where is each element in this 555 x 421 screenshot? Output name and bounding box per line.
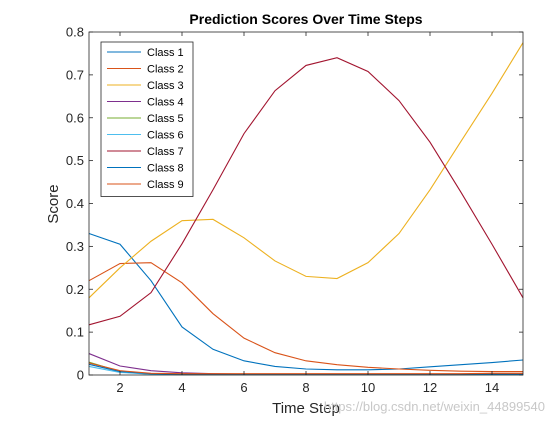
legend-label: Class 8 — [147, 163, 184, 175]
legend-label: Class 2 — [147, 64, 184, 76]
y-tick-label: 0.5 — [66, 153, 84, 168]
y-tick-label: 0.7 — [66, 67, 84, 82]
chart-title: Prediction Scores Over Time Steps — [189, 11, 422, 27]
legend-label: Class 1 — [147, 47, 184, 59]
x-tick-label: 8 — [302, 380, 309, 395]
series-line-7 — [88, 57, 524, 326]
series-line-2 — [88, 262, 523, 373]
series-line-3 — [88, 42, 524, 299]
x-tick-label: 10 — [361, 380, 375, 395]
x-tick-label: 12 — [423, 380, 437, 395]
x-axis-label: Time Step — [272, 400, 340, 417]
y-tick-label: 0.2 — [66, 282, 84, 297]
legend-box — [100, 41, 194, 197]
y-tick-label: 0.4 — [66, 196, 84, 211]
legend-label: Class 5 — [147, 113, 184, 125]
legend-label: Class 6 — [147, 130, 184, 142]
legend-label: Class 3 — [147, 80, 184, 92]
y-axis-label: Score — [45, 184, 62, 223]
y-tick-label: 0.3 — [66, 239, 84, 254]
y-tick-label: 0.1 — [66, 325, 84, 340]
x-tick-label: 2 — [116, 380, 123, 395]
x-tick-label: 4 — [178, 380, 185, 395]
legend-label: Class 7 — [147, 146, 184, 158]
y-tick-label: 0.6 — [66, 110, 84, 125]
legend-label: Class 9 — [147, 179, 184, 191]
watermark: https://blog.csdn.net/weixin_44899540 — [324, 399, 545, 414]
legend-label: Class 4 — [147, 97, 184, 109]
x-tick-label: 14 — [485, 380, 499, 395]
x-tick-label: 6 — [240, 380, 247, 395]
legend: Class 1 Class 2 Class 3 Class 4 Class 5 Class… — [100, 41, 194, 197]
ticks-layer: 2 4 6 8 10 12 14 0 0.1 0.2 0.3 0.4 0.5 0.6 0.7 0.8 — [66, 25, 523, 395]
y-tick-label: 0 — [77, 368, 84, 383]
series-line-1 — [88, 232, 524, 371]
y-tick-label: 0.8 — [66, 25, 84, 40]
